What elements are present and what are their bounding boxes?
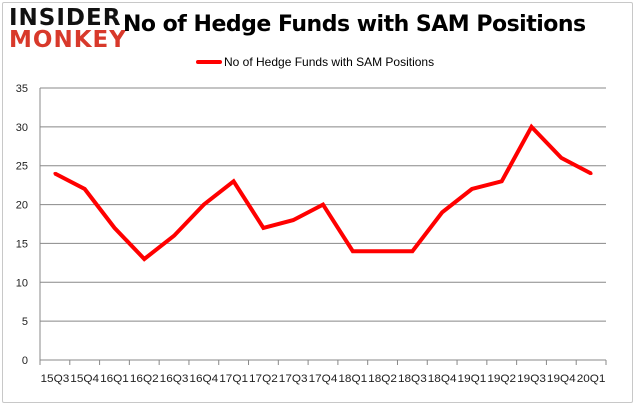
data-point bbox=[559, 156, 563, 160]
legend: No of Hedge Funds with SAM Positions bbox=[196, 55, 434, 69]
legend-swatch bbox=[196, 60, 222, 64]
data-point bbox=[142, 257, 146, 261]
y-tick-label: 35 bbox=[16, 83, 28, 95]
y-tick-label: 0 bbox=[22, 355, 28, 367]
x-tick-label: 18Q3 bbox=[398, 373, 427, 385]
data-point bbox=[440, 210, 444, 214]
y-tick-label: 20 bbox=[16, 200, 28, 212]
data-point bbox=[410, 249, 414, 253]
data-point bbox=[381, 249, 385, 253]
x-tick-label: 15Q4 bbox=[70, 373, 99, 385]
y-tick-label: 10 bbox=[16, 277, 28, 289]
y-tick-label: 5 bbox=[22, 316, 28, 328]
x-tick-label: 16Q2 bbox=[130, 373, 159, 385]
x-tick-label: 20Q1 bbox=[577, 373, 606, 385]
data-point bbox=[261, 226, 265, 230]
logo-line-2: MONKEY bbox=[9, 27, 127, 53]
x-tick-label: 15Q3 bbox=[41, 373, 70, 385]
x-tick-label: 17Q2 bbox=[249, 373, 278, 385]
data-point bbox=[232, 179, 236, 183]
x-tick-label: 16Q4 bbox=[189, 373, 218, 385]
data-point bbox=[172, 234, 176, 238]
data-point bbox=[83, 187, 87, 191]
y-tick-label: 30 bbox=[16, 122, 28, 134]
y-tick-label: 25 bbox=[16, 161, 28, 173]
x-tick-label: 16Q1 bbox=[100, 373, 129, 385]
data-point bbox=[291, 218, 295, 222]
x-tick-label: 16Q3 bbox=[160, 373, 189, 385]
series-line bbox=[53, 123, 593, 262]
logo-line-1: INSIDER bbox=[9, 5, 122, 31]
x-tick-label: 19Q4 bbox=[547, 373, 576, 385]
y-tick-label: 15 bbox=[16, 238, 28, 250]
chart-title: No of Hedge Funds with SAM Positions bbox=[123, 12, 586, 37]
insider-monkey-logo: INSIDER MONKEY bbox=[9, 5, 127, 53]
x-tick-label: 18Q4 bbox=[428, 373, 457, 385]
x-tick-label: 17Q4 bbox=[309, 373, 338, 385]
legend-label: No of Hedge Funds with SAM Positions bbox=[224, 55, 435, 69]
x-tick-label: 19Q1 bbox=[458, 373, 487, 385]
x-tick-label: 19Q2 bbox=[487, 373, 516, 385]
data-point bbox=[470, 187, 474, 191]
x-tick-label: 17Q3 bbox=[279, 373, 308, 385]
data-point bbox=[351, 249, 355, 253]
x-tick-label: 18Q2 bbox=[368, 373, 397, 385]
x-tick-label: 19Q3 bbox=[517, 373, 546, 385]
data-point bbox=[321, 203, 325, 207]
data-point bbox=[112, 226, 116, 230]
x-tick-label: 18Q1 bbox=[338, 373, 367, 385]
data-point bbox=[589, 171, 593, 175]
data-point bbox=[530, 125, 534, 129]
data-point bbox=[53, 171, 57, 175]
data-point bbox=[500, 179, 504, 183]
data-point bbox=[202, 203, 206, 207]
x-tick-label: 17Q1 bbox=[219, 373, 248, 385]
